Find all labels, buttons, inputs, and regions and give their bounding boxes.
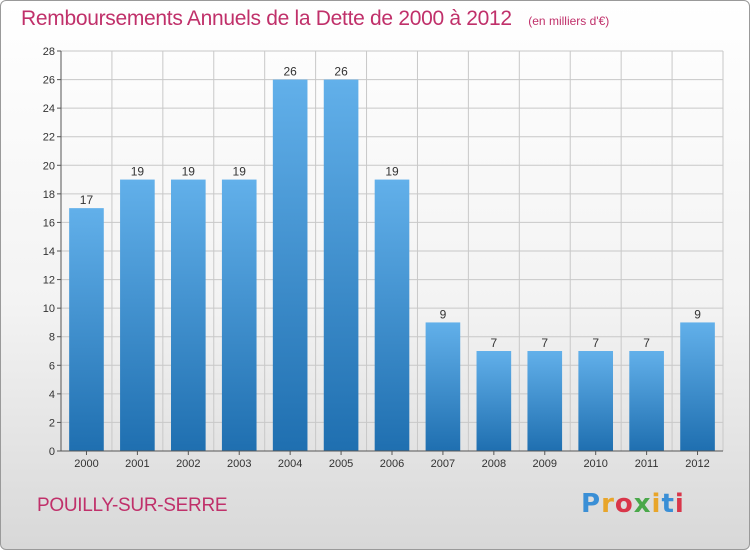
- bars: 17 19 19 19 26 26 19 9 7 7 7 7 9: [69, 65, 715, 452]
- logo-letter: i: [651, 489, 662, 519]
- y-tick-label: 6: [49, 360, 55, 372]
- proxiti-logo: Proxiti: [581, 489, 685, 519]
- bar: [170, 179, 206, 452]
- y-tick-label: 16: [43, 217, 55, 229]
- chart-unit: (en milliers d'€): [528, 14, 610, 28]
- data-label: 26: [334, 65, 348, 79]
- logo-letter: r: [601, 489, 615, 519]
- data-label: 7: [592, 336, 599, 350]
- x-tick-label: 2001: [125, 458, 149, 470]
- data-label: 26: [283, 65, 297, 79]
- x-tick-label: 2005: [329, 458, 353, 470]
- y-tick-label: 4: [49, 389, 55, 401]
- y-tick-label: 14: [43, 246, 55, 258]
- bar: [374, 179, 410, 452]
- commune-name: POUILLY-SUR-SERRE: [37, 495, 228, 516]
- data-label: 19: [131, 165, 145, 179]
- y-tick-label: 26: [43, 75, 55, 87]
- bar: [323, 79, 359, 452]
- x-tick-label: 2010: [583, 458, 607, 470]
- data-label: 19: [233, 165, 247, 179]
- x-tick-label: 2003: [227, 458, 251, 470]
- bar: [425, 322, 461, 451]
- x-tick-label: 2012: [685, 458, 709, 470]
- x-tick-label: 2004: [278, 458, 302, 470]
- data-label: 17: [80, 193, 94, 207]
- bar: [120, 179, 155, 452]
- y-tick-label: 18: [43, 189, 55, 201]
- bar: [476, 351, 512, 451]
- data-label: 7: [541, 336, 548, 350]
- bar: [629, 351, 664, 451]
- data-label: 19: [182, 165, 196, 179]
- y-tick-label: 10: [43, 303, 55, 315]
- y-tick-label: 28: [43, 46, 55, 58]
- data-label: 9: [440, 307, 447, 321]
- y-tick-label: 24: [43, 103, 55, 115]
- x-tick-label: 2002: [176, 458, 200, 470]
- bar: [272, 79, 308, 452]
- data-label: 9: [694, 307, 701, 321]
- y-tick-label: 2: [49, 417, 55, 429]
- x-tick-label: 2008: [482, 458, 506, 470]
- logo-letter: o: [614, 489, 634, 519]
- x-tick-label: 2009: [533, 458, 557, 470]
- bar: [69, 208, 104, 451]
- data-label: 19: [385, 165, 399, 179]
- logo-letter: t: [661, 489, 675, 519]
- x-tick-label: 2000: [74, 458, 98, 470]
- bar: [527, 351, 563, 451]
- y-tick-label: 8: [49, 332, 55, 344]
- x-tick-label: 2007: [431, 458, 455, 470]
- bar: [680, 322, 715, 451]
- y-tick-label: 22: [43, 132, 55, 144]
- logo-letter: i: [674, 489, 685, 519]
- chart-title-row: Remboursements Annuels de la Dette de 20…: [21, 7, 609, 31]
- data-label: 7: [491, 336, 498, 350]
- y-tick-label: 20: [43, 160, 55, 172]
- y-tick-label: 0: [49, 446, 55, 458]
- bar: [221, 179, 257, 452]
- bar: [578, 351, 614, 451]
- x-tick-label: 2011: [635, 458, 659, 470]
- chart-title: Remboursements Annuels de la Dette de 20…: [21, 7, 512, 30]
- logo-letter: P: [581, 489, 602, 519]
- y-tick-label: 12: [43, 275, 55, 287]
- data-label: 7: [643, 336, 650, 350]
- x-tick-label: 2006: [380, 458, 404, 470]
- logo-letter: x: [633, 489, 652, 519]
